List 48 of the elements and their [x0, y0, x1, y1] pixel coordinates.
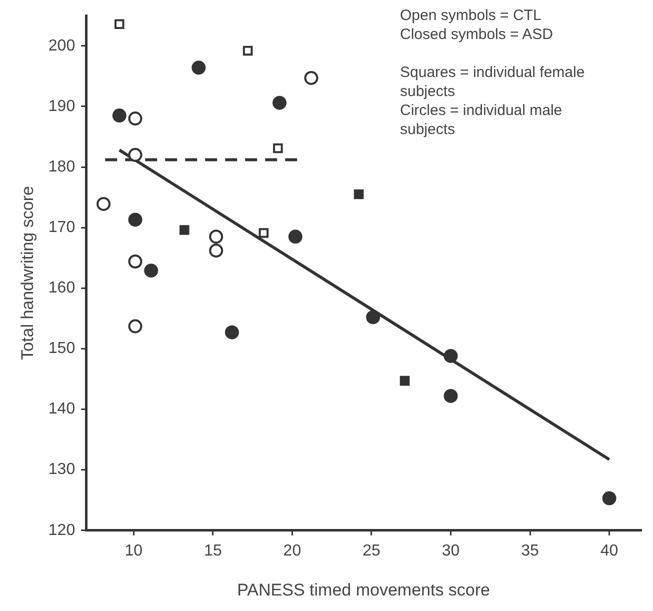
y-tick-label: 160 [48, 280, 76, 297]
point [128, 212, 142, 227]
x-tick-label: 40 [600, 542, 618, 560]
point [400, 376, 410, 386]
y-tick-label: 130 [48, 461, 76, 478]
point [288, 230, 302, 244]
point [144, 264, 158, 278]
annotation: Circles = individual male subjects [400, 101, 564, 139]
x-tick-label: 25 [362, 542, 380, 560]
point [128, 319, 142, 334]
x-tick-label: 15 [204, 542, 222, 560]
x-tick-label: 20 [283, 542, 302, 560]
point [192, 60, 206, 75]
y-axis-title: Total handwriting score [18, 186, 37, 360]
point [224, 325, 239, 340]
y-tick-label: 200 [48, 37, 76, 54]
annotation: Open symbols = CTL [400, 6, 542, 25]
x-axis-title: PANESS timed movements score [237, 580, 490, 600]
x-tick-label: 10 [124, 542, 143, 560]
point [242, 46, 253, 56]
y-tick-label: 120 [48, 522, 76, 539]
y-tick-label: 150 [48, 340, 76, 358]
point [304, 70, 318, 85]
point [273, 143, 283, 154]
y-tick-label: 180 [48, 158, 76, 176]
annotation: Squares = individual female subjects [400, 63, 586, 101]
point [366, 310, 380, 324]
point [96, 196, 111, 211]
point [209, 230, 224, 244]
point [444, 348, 458, 363]
point [128, 254, 142, 268]
annotation: Closed symbols = ASD [400, 25, 554, 44]
x-tick-label: 30 [442, 542, 460, 560]
x-tick-label: 35 [521, 542, 540, 560]
y-tick-label: 140 [48, 400, 76, 418]
point [272, 96, 287, 110]
point [128, 148, 142, 162]
point [112, 108, 126, 123]
point [258, 228, 269, 238]
point [444, 388, 458, 403]
y-tick-label: 170 [48, 218, 76, 236]
point [209, 244, 224, 258]
point [602, 491, 616, 506]
point [354, 189, 364, 200]
point [128, 112, 142, 126]
y-tick-label: 190 [48, 98, 76, 115]
point [180, 225, 190, 235]
point [114, 19, 124, 29]
